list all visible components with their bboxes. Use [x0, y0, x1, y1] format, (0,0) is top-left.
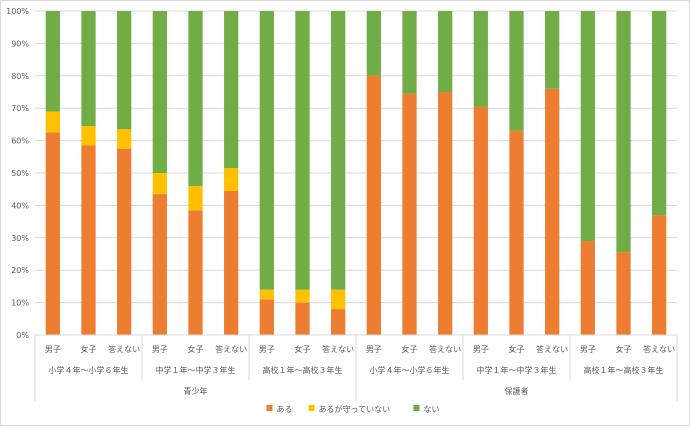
bar-aruga-mamotteinai [152, 173, 167, 195]
y-tick-label: 90% [11, 39, 29, 48]
y-tick-label: 60% [11, 137, 29, 146]
x-tick-label: 答えない [536, 344, 568, 354]
bar-aruga-mamotteinai [295, 289, 310, 303]
bar-nai [45, 11, 60, 112]
bar-nai [402, 11, 417, 94]
bar-aru [366, 75, 381, 336]
bar-nai [81, 11, 96, 127]
x-tick-label: 答えない [429, 344, 461, 354]
group-label: 保護者 [505, 386, 529, 396]
bar-nai [295, 11, 310, 290]
bar-aruga-mamotteinai [45, 111, 60, 133]
y-tick-label: 20% [11, 266, 29, 275]
y-tick-label: 100% [6, 7, 29, 16]
legend: ある あるが守っていない ない [266, 404, 440, 414]
x-tick-label: 女子 [295, 344, 311, 354]
bar-nai [259, 11, 274, 290]
bar-aru [473, 106, 488, 335]
x-tick-label: 答えない [322, 344, 354, 354]
bar-nai [652, 11, 667, 216]
x-tick-label: 女子 [509, 344, 525, 354]
bar-aru [580, 241, 595, 335]
bar-aru [152, 194, 167, 335]
bar-aruga-mamotteinai [259, 289, 274, 300]
bar-nai [152, 11, 167, 173]
bar-nai [438, 11, 453, 92]
x-tick-label: 女子 [188, 344, 204, 354]
legend-label: あるが守っていない [319, 404, 391, 414]
bar-aruga-mamotteinai [224, 168, 239, 191]
bar-aru [616, 252, 631, 335]
bar-aru [331, 309, 346, 335]
legend-label: ない [424, 405, 440, 414]
bar-aruga-mamotteinai [117, 129, 132, 149]
x-tick-label: 男子 [45, 345, 61, 354]
subgroup-label: 高校１年～高校３年生 [263, 365, 343, 375]
bar-nai [224, 11, 239, 169]
y-tick-label: 40% [11, 201, 29, 210]
bar-nai [473, 11, 488, 107]
x-tick-label: 男子 [366, 345, 382, 354]
group-label: 青少年 [184, 386, 208, 396]
y-tick-label: 30% [11, 234, 29, 243]
x-tick-label: 女子 [81, 344, 97, 354]
x-axis: 男子 女子 答えない 男子 女子 答えない 男子 女子 答えない 男子 女子 答えない 男子 女子 答えない… [34, 334, 678, 401]
bar-aru [509, 130, 524, 335]
y-tick-label: 70% [11, 104, 29, 113]
legend-swatch [266, 405, 273, 411]
x-tick-label: 女子 [402, 344, 418, 354]
y-tick-label: 10% [11, 299, 29, 308]
x-tick-label: 男子 [580, 345, 596, 354]
y-tick-label: 80% [11, 72, 29, 81]
bar-aru [545, 88, 560, 335]
bar-nai [366, 11, 381, 76]
bar-aruga-mamotteinai [81, 126, 96, 146]
bar-nai [580, 11, 595, 242]
bar-nai [188, 11, 203, 186]
bars [45, 11, 667, 336]
subgroup-label: 小学４年～小学６年生 [49, 365, 129, 375]
grid-lines [35, 10, 677, 336]
legend-swatch [413, 405, 420, 411]
x-tick-label: 男子 [259, 345, 275, 354]
bar-aru [652, 215, 667, 335]
x-tick-label: 男子 [473, 345, 489, 354]
bar-aru [224, 190, 239, 335]
x-tick-label: 男子 [152, 345, 168, 354]
bar-nai [545, 11, 560, 89]
bar-aru [45, 132, 60, 335]
y-tick-label: 50% [11, 169, 29, 178]
bar-nai [616, 11, 631, 253]
bar-aru [295, 302, 310, 335]
bar-nai [331, 11, 346, 290]
legend-swatch [308, 405, 315, 411]
subgroup-label: 中学１年～中学３年生 [156, 365, 236, 375]
x-tick-label: 答えない [215, 344, 247, 354]
legend-label: ある [277, 405, 293, 414]
x-tick-label: 答えない [643, 344, 675, 354]
bar-aru [438, 92, 453, 335]
y-tick-label: 0% [16, 331, 29, 340]
x-tick-label: 答えない [108, 344, 140, 354]
bar-aru [259, 299, 274, 335]
bar-aru [81, 145, 96, 335]
bar-aruga-mamotteinai [331, 289, 346, 310]
bar-nai [509, 11, 524, 131]
bar-aru [117, 148, 132, 335]
subgroup-label: 小学４年～小学６年生 [370, 365, 450, 375]
bar-aru [402, 93, 417, 336]
subgroup-label: 高校１年～高校３年生 [584, 365, 664, 375]
bar-nai [117, 11, 132, 130]
x-tick-label: 女子 [616, 344, 632, 354]
subgroup-label: 中学１年～中学３年生 [477, 365, 557, 375]
bar-aru [188, 210, 203, 335]
bar-aruga-mamotteinai [188, 185, 203, 211]
y-axis: 0% 10% 20% 30% 40% 50% 60% 70% 80% 90% 100% [6, 7, 29, 340]
